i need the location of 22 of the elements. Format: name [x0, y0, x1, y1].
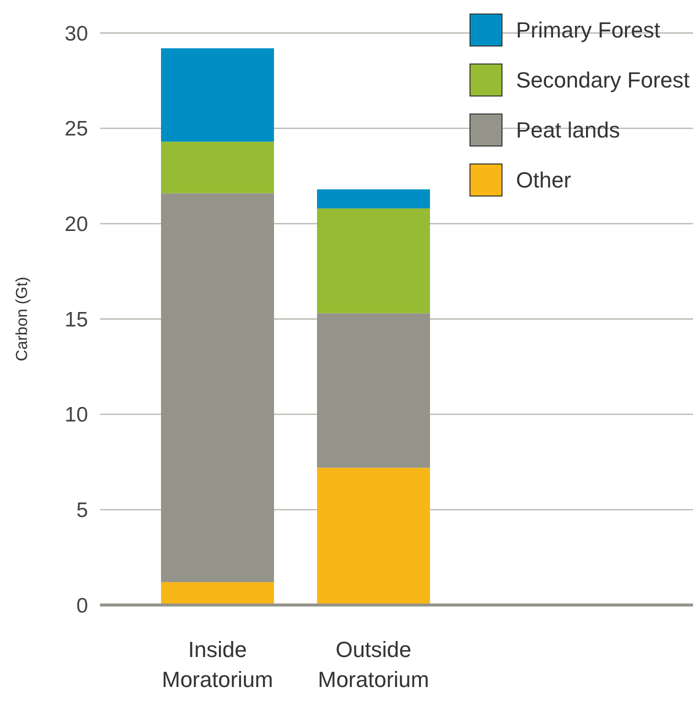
- legend-label: Secondary Forest: [516, 68, 690, 93]
- y-tick-label: 15: [64, 308, 88, 332]
- bar: [161, 142, 274, 194]
- legend-label: Peat lands: [516, 118, 620, 143]
- bar: [317, 208, 430, 314]
- y-tick-label: 0: [76, 594, 88, 618]
- bar: [161, 582, 274, 605]
- y-axis-title: Carbon (Gt): [14, 276, 31, 362]
- legend-label: Primary Forest: [516, 18, 660, 43]
- bar: [317, 468, 430, 605]
- y-tick-label: 20: [64, 213, 88, 236]
- x-tick-label: Inside Moratorium: [162, 637, 274, 692]
- bar: [317, 313, 430, 468]
- y-tick-label: 25: [64, 118, 88, 141]
- bar: [161, 48, 274, 142]
- bar: [161, 193, 274, 582]
- y-tick-label: 10: [64, 404, 88, 427]
- y-tick-label: 5: [76, 499, 88, 522]
- bar: [317, 189, 430, 208]
- legend-label: Other: [516, 168, 572, 193]
- y-tick-label: 30: [64, 22, 88, 46]
- x-tick-label: Outside Moratorium: [318, 637, 430, 692]
